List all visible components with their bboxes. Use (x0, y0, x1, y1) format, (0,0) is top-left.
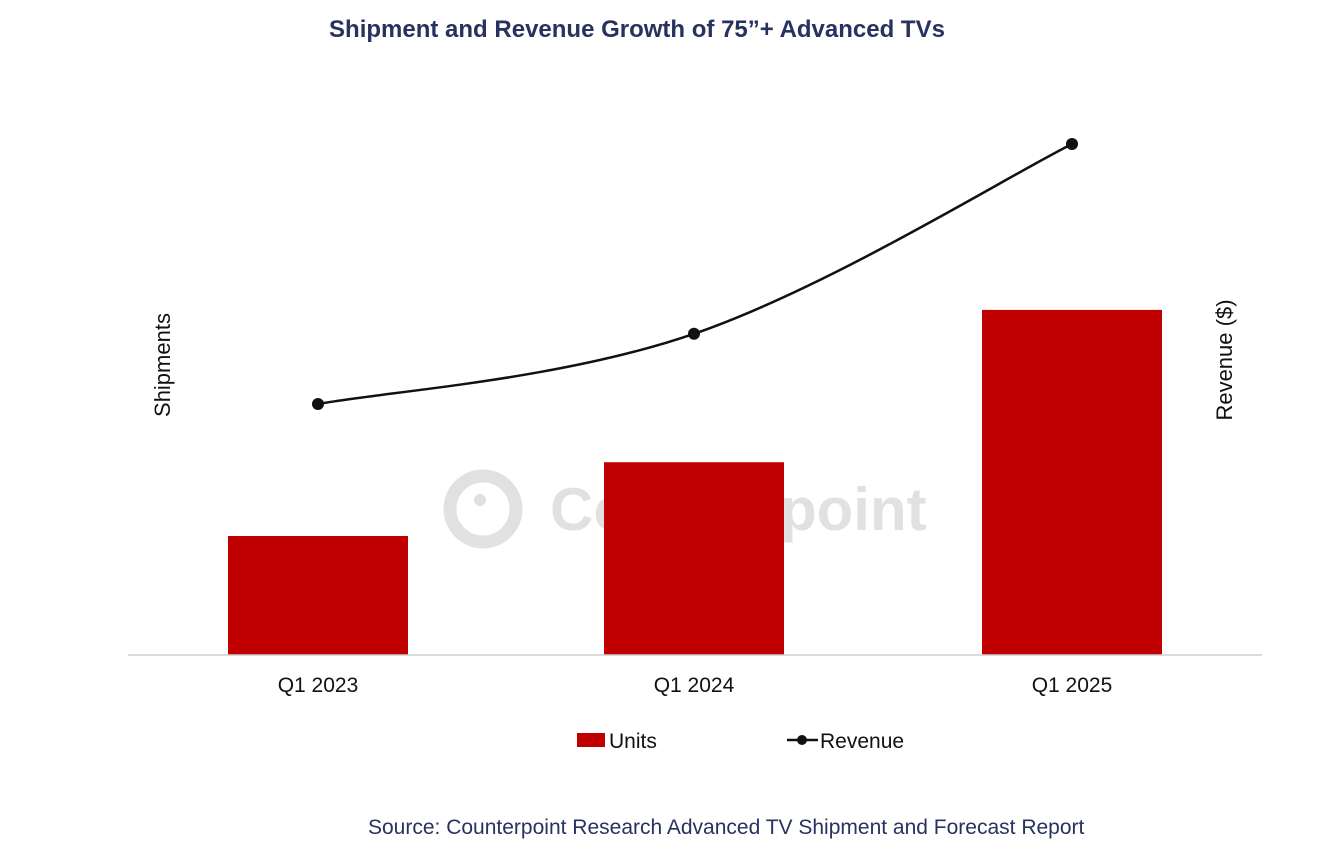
y-axis-label: Shipments (150, 313, 175, 417)
watermark-logo-icon (443, 469, 523, 549)
revenue-point-2 (1066, 138, 1078, 150)
x-axis-ticks: Q1 2023 Q1 2024 Q1 2025 (278, 674, 1113, 697)
bars-series-units (228, 309, 1162, 655)
legend-revenue-marker (797, 735, 807, 745)
source-note: Source: Counterpoint Research Advanced T… (368, 816, 1085, 839)
y2-axis-label: Revenue ($) (1212, 299, 1237, 420)
watermark-logo-dot (474, 494, 486, 506)
x-tick-label-2: Q1 2025 (1032, 674, 1113, 697)
revenue-points (312, 138, 1078, 410)
x-tick-label-0: Q1 2023 (278, 674, 359, 697)
legend-revenue-label: Revenue (820, 730, 904, 753)
revenue-point-1 (688, 327, 700, 340)
legend-units-label: Units (609, 730, 657, 753)
bar-units-2 (982, 309, 1162, 655)
line-series-revenue (317, 142, 1073, 406)
revenue-point-0 (312, 398, 324, 410)
chart-title: Shipment and Revenue Growth of 75”+ Adva… (329, 16, 945, 43)
legend-units-swatch (577, 733, 605, 747)
bar-units-0 (228, 536, 408, 655)
legend: Units Revenue (577, 730, 904, 753)
bar-units-1 (604, 462, 784, 655)
x-tick-label-1: Q1 2024 (654, 674, 735, 697)
